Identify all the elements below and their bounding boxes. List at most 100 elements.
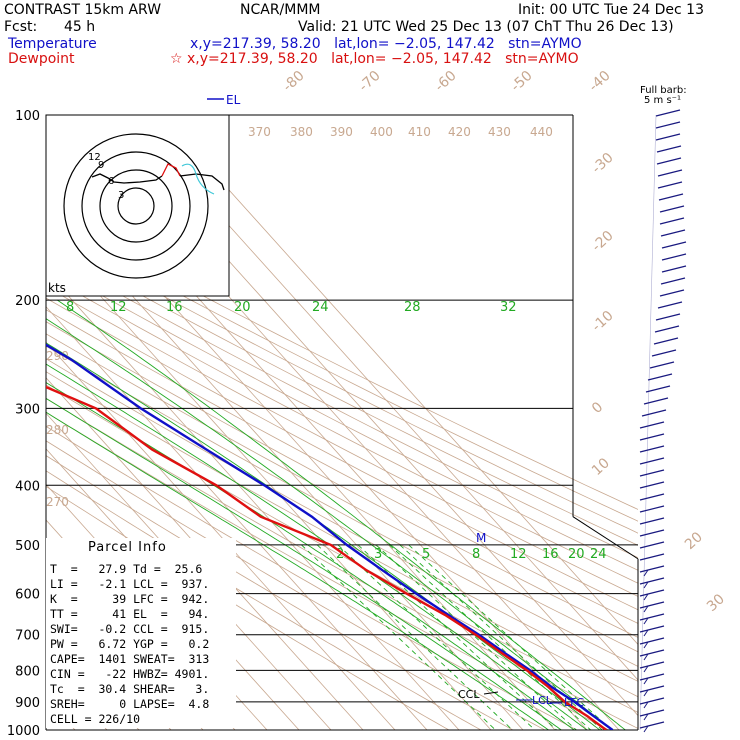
isotherm-line <box>46 306 428 730</box>
isotherm-label: -80 <box>280 68 308 95</box>
dry-adiabat-line <box>46 333 638 653</box>
wind-barb <box>641 409 667 417</box>
wind-barb <box>654 325 680 333</box>
isotherm-label: 10 <box>589 455 613 479</box>
mixing-ratio-line <box>357 544 557 730</box>
pressure-label: 500 <box>15 539 40 554</box>
parcel-info-title: Parcel Info <box>88 540 167 555</box>
isotherm-line <box>46 234 492 730</box>
hodograph-ring <box>81 151 191 261</box>
moist-adiabat-label: 28 <box>404 300 421 315</box>
wind-barb-staff <box>639 114 657 731</box>
moist-adiabat-label: 16 <box>166 300 183 315</box>
wind-barb <box>639 601 665 609</box>
wind-barb <box>639 445 665 453</box>
wind-barb <box>639 721 665 729</box>
dry-adiabat-line <box>46 211 638 510</box>
mixing-ratio-line <box>337 544 536 730</box>
wind-barb <box>660 277 686 285</box>
wind-barb <box>639 589 665 597</box>
wind-barb <box>657 181 683 189</box>
valid-time: Valid: 21 UTC Wed 25 Dec 13 (07 ChT Thu … <box>298 19 674 35</box>
wind-barb <box>655 313 681 321</box>
wind-barb <box>639 625 665 633</box>
wind-barb <box>639 481 665 489</box>
wind-barb <box>655 133 681 141</box>
hodograph-trace-low <box>161 163 181 177</box>
wind-barb <box>659 289 685 297</box>
hodograph-axis-label: kts <box>48 281 66 295</box>
wind-barb-flag <box>643 677 649 685</box>
dry-adiabat-line <box>46 242 638 546</box>
el-marker-label: EL <box>226 93 241 107</box>
parcel-row-pw: PW = 6.72 YGP = 0.2 <box>50 637 210 651</box>
wind-barb <box>639 661 665 669</box>
moist-adiabat-label: 8 <box>66 300 74 315</box>
dry-adiabat-label: 440 <box>530 125 553 139</box>
wind-barb-flag <box>643 581 649 589</box>
wind-barb <box>639 649 665 657</box>
wind-barb <box>639 709 665 717</box>
mixing-ratio-label: 3 <box>374 547 382 562</box>
lcl-marker-label: LCL <box>532 694 553 707</box>
isotherm-label: -40 <box>586 68 614 95</box>
wind-barb-flag <box>643 665 649 673</box>
wind-barb-flag <box>643 605 649 613</box>
isotherm-label: -10 <box>589 308 617 335</box>
wind-barb <box>639 697 665 705</box>
hodograph-ring-label: 3 <box>118 190 124 201</box>
moist-adiabat-label: 24 <box>312 300 329 315</box>
wind-barb <box>656 157 682 165</box>
moist-adiabat-label: 32 <box>500 300 517 315</box>
mixing-ratio-label: 16 <box>542 547 559 562</box>
parcel-row-t: T = 27.9 Td = 25.6 <box>50 562 203 576</box>
hodograph-trace <box>91 173 163 184</box>
wind-barb <box>659 205 685 213</box>
mixing-ratio-line <box>301 544 496 730</box>
wind-barb <box>647 373 673 381</box>
wind-barb <box>653 337 679 345</box>
mixing-ratio-label: 2 <box>336 547 344 562</box>
mixing-ratio-line <box>375 544 577 730</box>
wind-barb <box>660 229 686 237</box>
lfc-marker-label: LFC <box>564 696 584 709</box>
pressure-label: 100 <box>15 109 40 124</box>
dry-adiabat-label: 410 <box>408 125 431 139</box>
wind-barb <box>639 505 665 513</box>
temperature-station-info: x,y=217.39, 58.20 lat,lon= −2.05, 147.42… <box>190 36 582 52</box>
ccl-marker-line <box>483 691 499 695</box>
isotherm-label: 0 <box>589 399 606 417</box>
wind-barb-flag <box>643 569 649 577</box>
wind-barb <box>639 517 665 525</box>
wind-barb <box>639 421 665 429</box>
dry-adiabat-line <box>46 321 638 638</box>
temperature-legend: Temperature <box>8 36 97 52</box>
dry-adiabat-line <box>46 425 578 730</box>
isotherm-label: -30 <box>589 150 617 177</box>
wind-barb <box>657 301 683 309</box>
pressure-label: 600 <box>15 588 40 603</box>
dry-adiabat-label: 390 <box>330 125 353 139</box>
isotherm-line <box>46 270 460 730</box>
wind-barb <box>661 241 687 249</box>
isotherm-label: -70 <box>356 68 384 95</box>
dewpoint-station-info: ☆ x,y=217.39, 58.20 lat,lon= −2.05, 147.… <box>170 51 579 67</box>
wind-barb <box>639 577 665 585</box>
pressure-label: 800 <box>15 664 40 679</box>
parcel-row-k: K = 39 LFC = 942. <box>50 592 210 606</box>
isotherm-label: -20 <box>589 228 617 255</box>
dry-adiabat-label: 400 <box>370 125 393 139</box>
hodograph-cyan-arc <box>181 163 215 195</box>
parcel-info-panel: Parcel Info T = 27.9 Td = 25.6 LI = -2.1… <box>46 538 236 728</box>
pressure-label: 200 <box>15 294 40 309</box>
mixing-ratio-line <box>389 544 592 730</box>
dry-adiabat-line <box>46 231 638 534</box>
mixing-ratio-label: 20 <box>568 547 585 562</box>
wind-barb <box>655 109 681 117</box>
init-time: Init: 00 UTC Tue 24 Dec 13 <box>518 2 704 18</box>
wind-barb-flag <box>643 701 649 709</box>
wind-barb <box>651 349 677 357</box>
wind-barb <box>643 397 669 405</box>
isotherm-line <box>161 115 638 646</box>
